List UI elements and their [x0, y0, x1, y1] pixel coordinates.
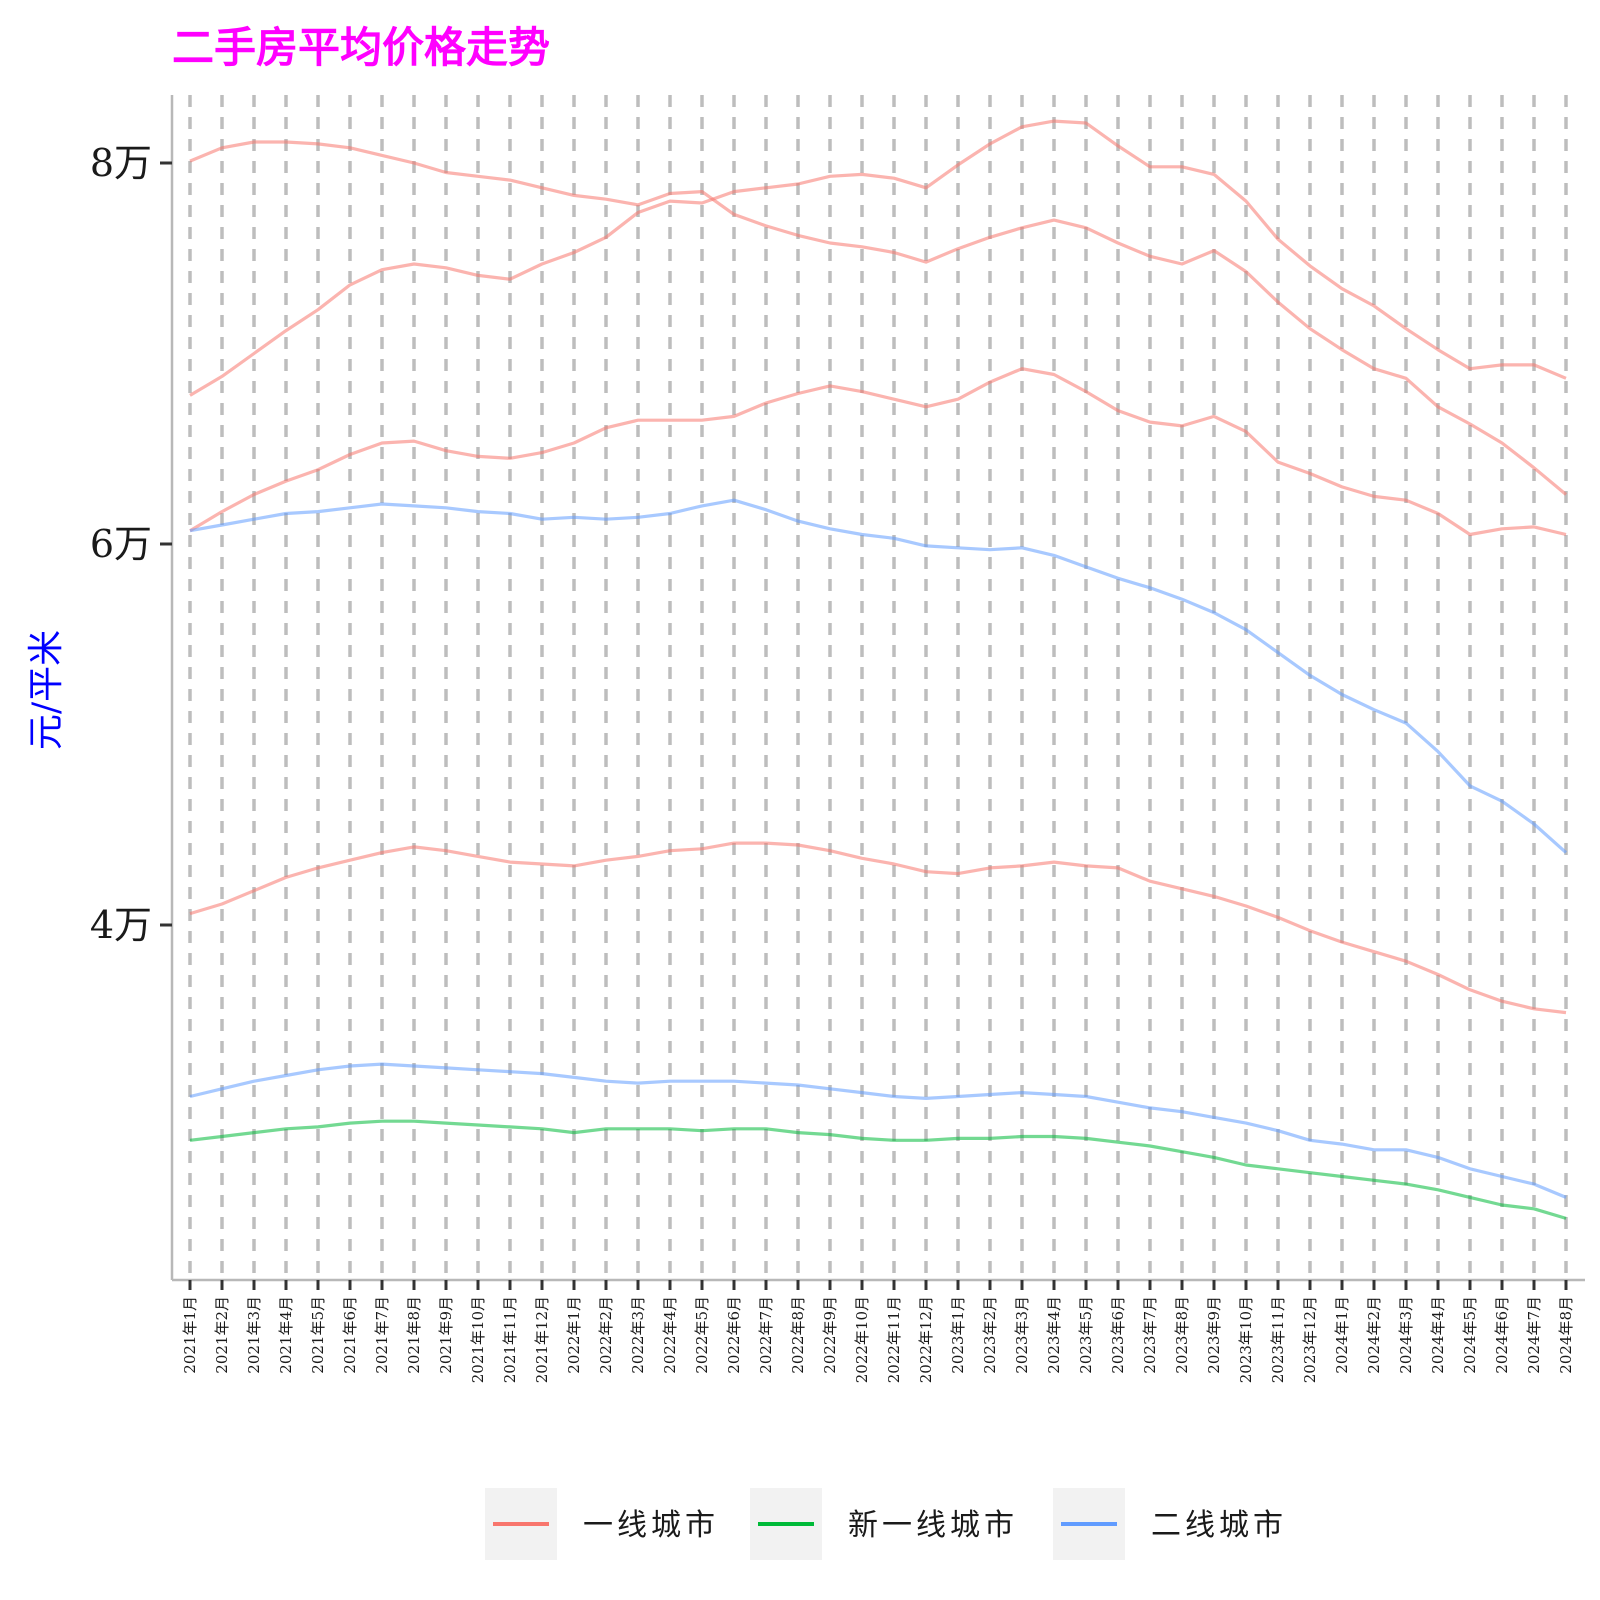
legend-label: 一线城市	[583, 1508, 719, 1543]
grid-lines	[188, 95, 1568, 1280]
x-tick-label: 2022年5月	[693, 1296, 711, 1374]
x-tick-label: 2022年1月	[565, 1296, 583, 1374]
x-tick-label: 2023年11月	[1269, 1296, 1287, 1383]
x-tick-label: 2021年8月	[405, 1296, 423, 1374]
series-lines	[189, 119, 1568, 1220]
x-tick-label: 2021年6月	[341, 1296, 359, 1374]
x-tick-label: 2021年2月	[213, 1296, 231, 1374]
x-tick-label: 2021年11月	[501, 1296, 519, 1383]
x-tick-label: 2021年5月	[309, 1296, 327, 1374]
x-tick-label: 2022年6月	[725, 1296, 743, 1374]
x-tick-label: 2023年5月	[1077, 1296, 1095, 1374]
x-tick-label: 2022年11月	[885, 1296, 903, 1383]
x-tick-label: 2023年9月	[1205, 1296, 1223, 1374]
x-tick-label: 2021年9月	[437, 1296, 455, 1374]
x-tick-label: 2023年6月	[1109, 1296, 1127, 1374]
x-tick-label: 2023年8月	[1173, 1296, 1191, 1374]
legend-label: 新一线城市	[848, 1508, 1018, 1543]
series-line	[189, 1119, 1567, 1220]
x-axis-ticks: 2021年1月 2021年2月 2021年3月 2021年4月 2021年5月 2021年…	[181, 1280, 1575, 1383]
x-tick-label: 2023年4月	[1045, 1296, 1063, 1374]
x-tick-label: 2021年10月	[469, 1296, 487, 1383]
x-tick-label: 2022年8月	[789, 1296, 807, 1374]
x-tick-label: 2023年3月	[1013, 1296, 1031, 1374]
x-tick-label: 2023年10月	[1237, 1296, 1255, 1383]
y-axis-ticks: 4万 6万 8万	[90, 141, 172, 947]
x-tick-label: 2022年9月	[821, 1296, 839, 1374]
x-tick-label: 2022年3月	[629, 1296, 647, 1374]
series-line	[189, 498, 1568, 854]
x-tick-label: 2024年3月	[1397, 1296, 1415, 1374]
chart-title: 二手房平均价格走势	[172, 23, 550, 72]
y-tick-label: 6万	[90, 522, 152, 566]
x-tick-label: 2023年12月	[1301, 1296, 1319, 1383]
x-tick-label: 2024年6月	[1493, 1296, 1511, 1374]
x-tick-label: 2022年12月	[917, 1296, 935, 1383]
x-tick-label: 2023年2月	[981, 1296, 999, 1374]
x-tick-label: 2024年4月	[1429, 1296, 1447, 1374]
x-tick-label: 2024年7月	[1525, 1296, 1543, 1374]
x-tick-label: 2021年12月	[533, 1296, 551, 1383]
x-tick-label: 2022年4月	[661, 1296, 679, 1374]
x-tick-label: 2021年1月	[181, 1296, 199, 1374]
axes	[170, 95, 1585, 1282]
y-axis-label: 元/平米	[26, 630, 67, 750]
y-tick-label: 8万	[90, 141, 152, 185]
series-line	[189, 140, 1568, 496]
x-tick-label: 2024年2月	[1365, 1296, 1383, 1374]
x-tick-label: 2024年1月	[1333, 1296, 1351, 1374]
series-line	[189, 367, 1567, 537]
x-tick-label: 2023年7月	[1141, 1296, 1159, 1374]
x-tick-label: 2024年5月	[1461, 1296, 1479, 1374]
series-line	[189, 841, 1567, 1015]
legend-label: 二线城市	[1151, 1508, 1287, 1543]
x-tick-label: 2022年10月	[853, 1296, 871, 1383]
x-tick-label: 2021年4月	[277, 1296, 295, 1374]
series-line	[189, 119, 1567, 397]
x-tick-label: 2021年7月	[373, 1296, 391, 1374]
x-tick-label: 2022年7月	[757, 1296, 775, 1374]
x-tick-label: 2021年3月	[245, 1296, 263, 1374]
series-line	[189, 1062, 1567, 1199]
x-tick-label: 2024年8月	[1557, 1296, 1575, 1374]
y-tick-label: 4万	[90, 903, 152, 947]
x-tick-label: 2022年2月	[597, 1296, 615, 1374]
x-tick-label: 2023年1月	[949, 1296, 967, 1374]
legend: 一线城市 新一线城市 二线城市	[485, 1488, 1287, 1560]
